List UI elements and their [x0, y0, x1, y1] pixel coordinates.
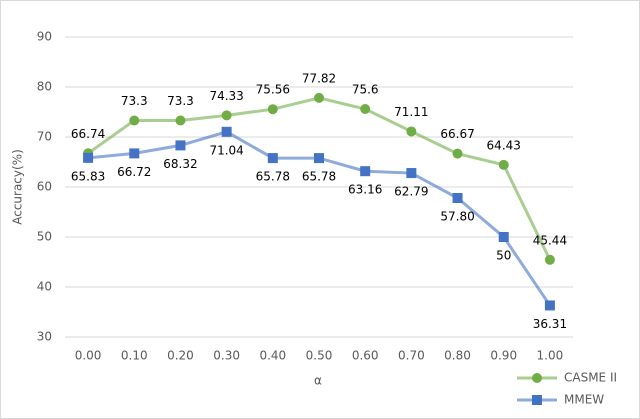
legend-label: CASME II: [564, 371, 617, 385]
point: [267, 104, 278, 115]
y-tick-label: 70: [37, 130, 52, 144]
data-label: 68.32: [163, 157, 197, 171]
data-label: 65.78: [302, 170, 336, 184]
data-label: 66.74: [71, 127, 105, 141]
x-tick-label: 0.70: [398, 349, 425, 363]
data-label: 36.31: [533, 317, 567, 331]
data-label: 62.79: [394, 185, 428, 199]
y-tick-label: 40: [37, 280, 52, 294]
x-tick-label: 1.00: [537, 349, 564, 363]
data-label: 45.44: [533, 233, 567, 247]
point: [360, 166, 371, 177]
data-label: 64.43: [487, 138, 521, 152]
x-tick-label: 0.10: [121, 349, 148, 363]
point: [452, 193, 463, 203]
y-tick-label: 60: [37, 180, 52, 194]
point: [129, 115, 140, 126]
data-label: 73.3: [121, 94, 148, 108]
point: [221, 126, 232, 137]
x-tick-label: 0.60: [352, 349, 379, 363]
y-tick-label: 80: [37, 80, 52, 94]
x-tick-label: 0.20: [167, 349, 194, 363]
legend-label: MMEW: [564, 393, 604, 407]
x-tick-label: 0.30: [213, 349, 240, 363]
data-label: 75.56: [256, 83, 290, 97]
x-axis-title: α: [314, 374, 322, 388]
x-tick-label: 0.50: [306, 349, 333, 363]
data-label: 73.3: [167, 94, 194, 108]
point: [175, 140, 186, 151]
y-tick-label: 30: [37, 330, 52, 344]
y-tick-label: 50: [37, 230, 52, 244]
x-tick-label: 0.90: [490, 349, 517, 363]
point: [544, 300, 555, 311]
data-label: 75.6: [352, 83, 379, 97]
data-label: 65.78: [256, 170, 290, 184]
data-label: 77.82: [302, 71, 336, 85]
data-label: 66.72: [117, 165, 151, 179]
point: [314, 153, 324, 164]
data-label: 63.16: [348, 183, 382, 197]
data-label: 57.80: [440, 210, 474, 224]
point: [221, 110, 232, 121]
data-label: 71.11: [394, 105, 428, 119]
point: [406, 126, 417, 137]
point: [452, 148, 463, 159]
point: [267, 153, 278, 164]
data-label: 50: [496, 249, 511, 263]
y-axis-title: Accuracy(%): [11, 149, 25, 225]
data-label: 71.04: [209, 143, 243, 157]
y-tick-label: 90: [37, 30, 52, 44]
data-label: 65.83: [71, 169, 105, 183]
point: [360, 104, 371, 114]
point: [498, 159, 509, 170]
point: [406, 168, 417, 179]
x-tick-label: 0.00: [75, 349, 102, 363]
point: [83, 152, 94, 163]
point: [544, 254, 555, 265]
x-tick-label: 0.40: [259, 349, 286, 363]
point: [314, 92, 324, 103]
point: [175, 115, 186, 126]
data-label: 74.33: [209, 89, 243, 103]
point: [498, 232, 509, 242]
data-label: 66.67: [440, 127, 474, 141]
x-tick-label: 0.80: [444, 349, 471, 363]
point: [129, 148, 140, 159]
